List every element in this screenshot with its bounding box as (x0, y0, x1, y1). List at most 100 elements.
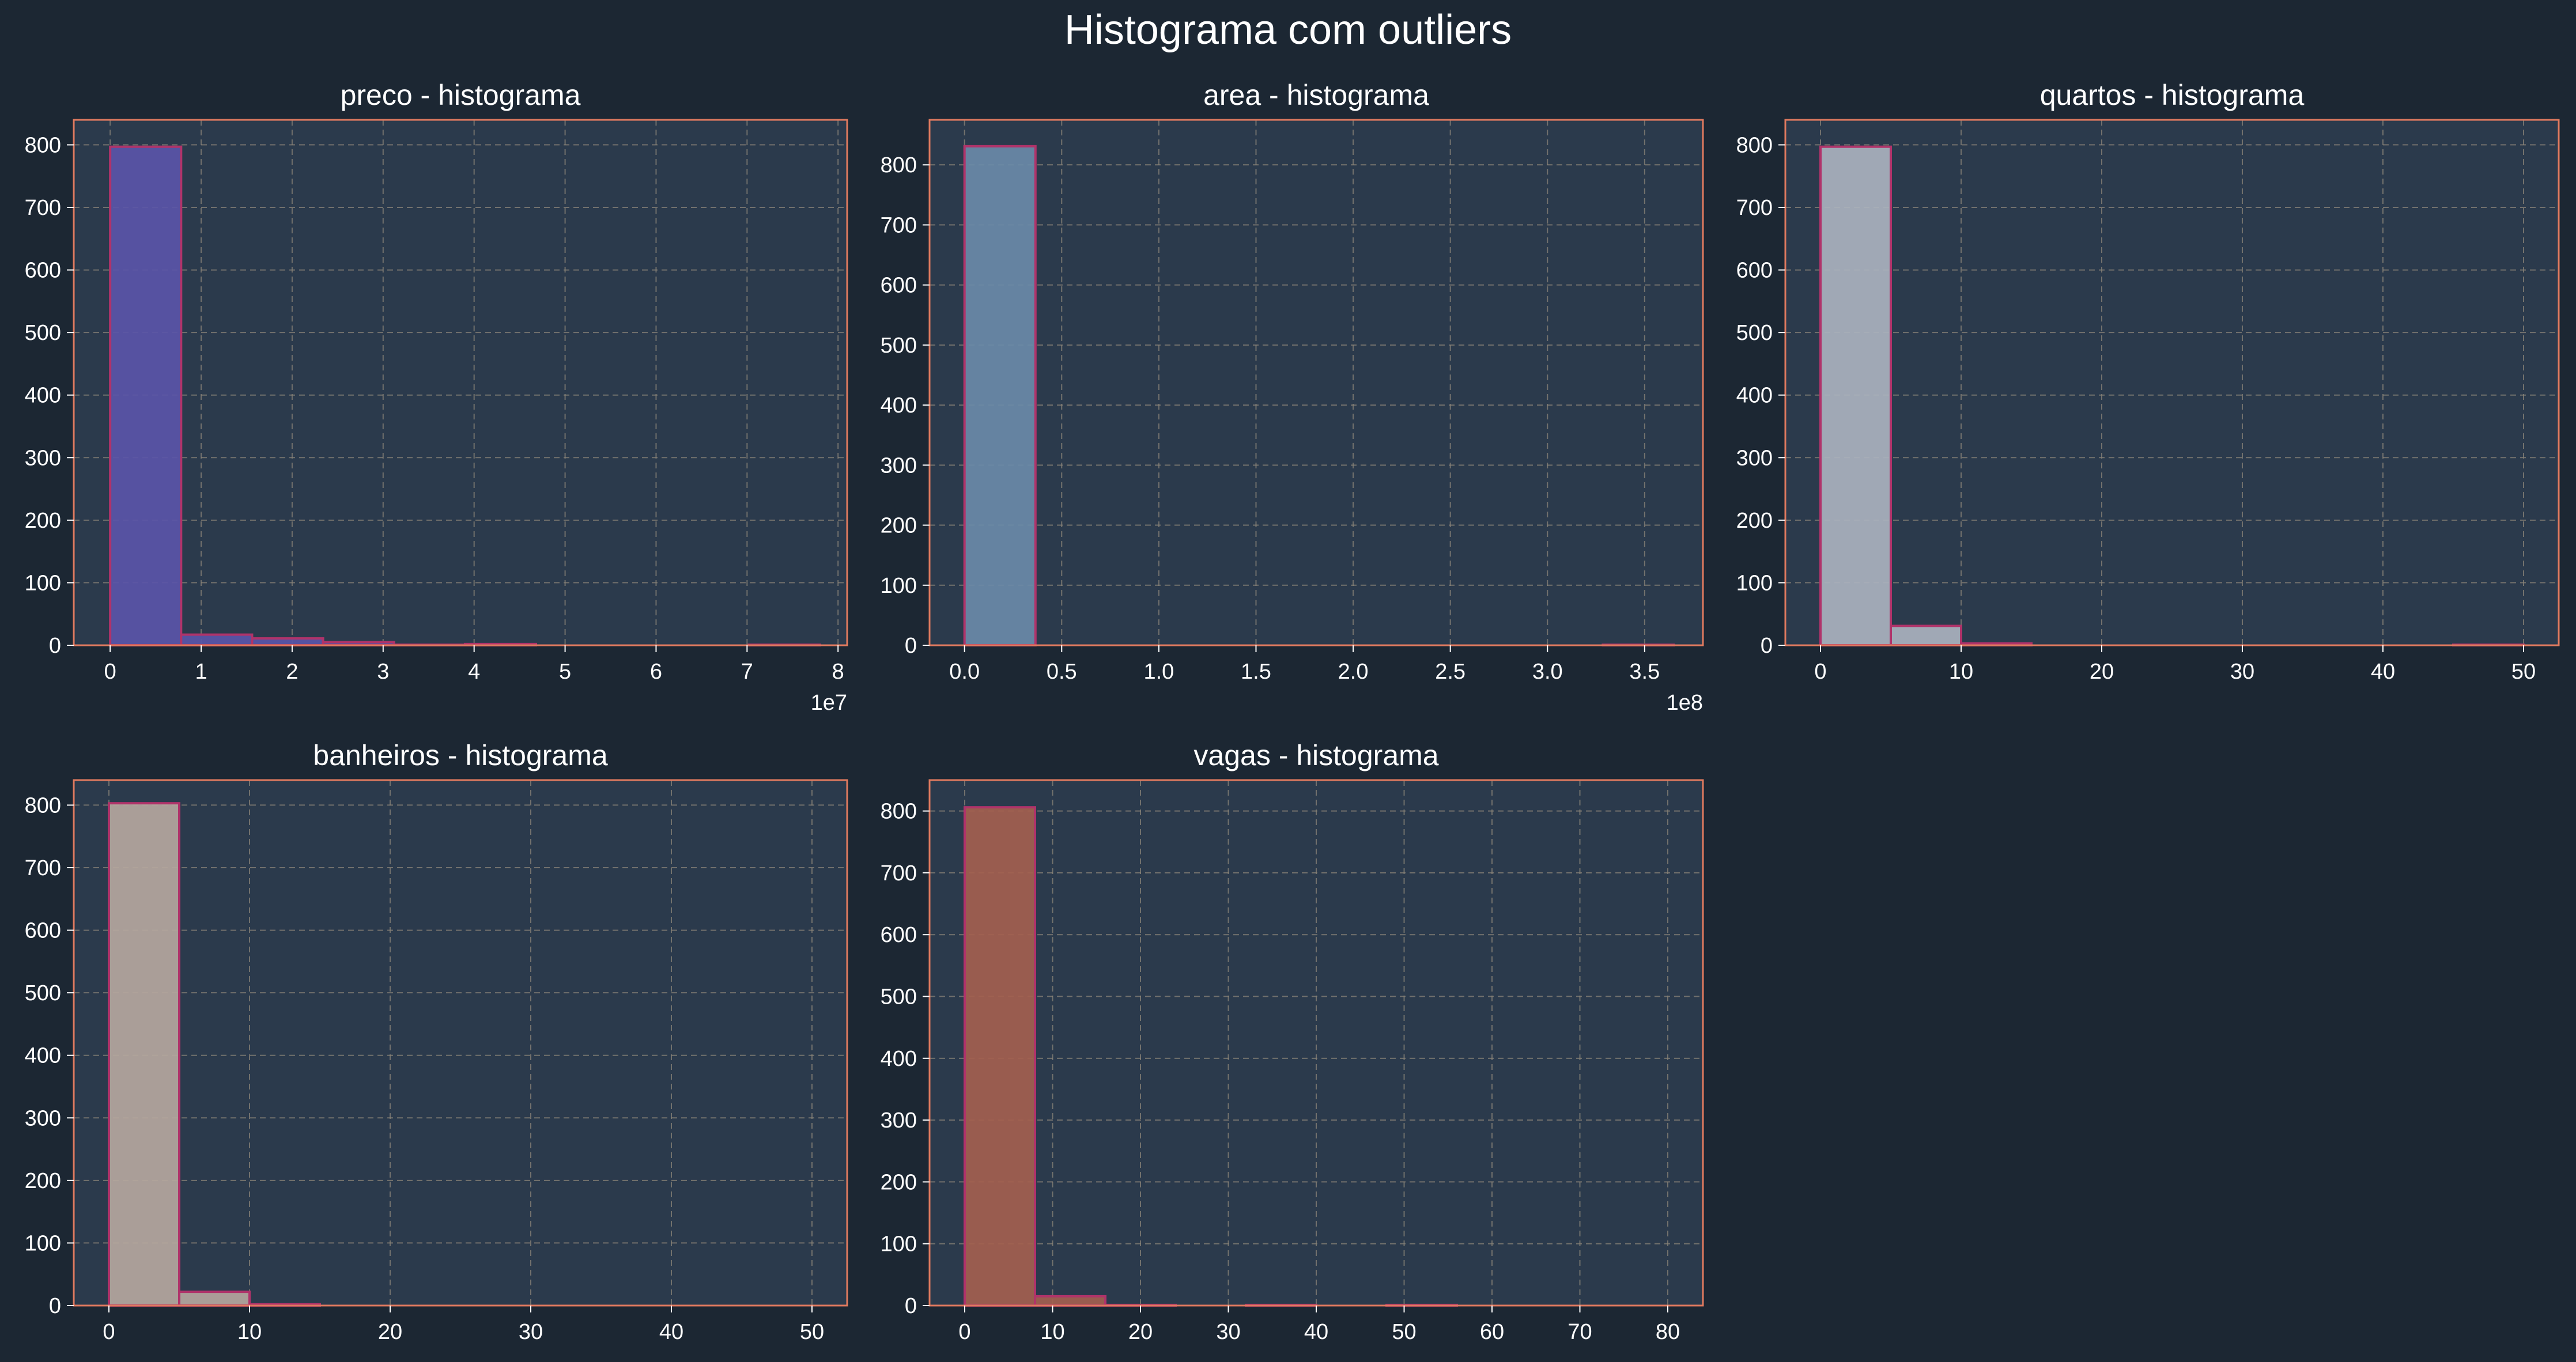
axes-background (930, 120, 1703, 645)
x-tick-label: 2 (286, 660, 298, 684)
y-tick-label: 0 (1761, 634, 1773, 658)
y-tick-label: 200 (881, 1170, 917, 1194)
y-tick-label: 600 (25, 259, 61, 283)
x-tick-label: 40 (659, 1320, 683, 1344)
x-tick-label: 7 (741, 660, 753, 684)
histogram-bar (1890, 625, 1962, 647)
y-tick-label: 0 (905, 634, 917, 658)
x-tick-label: 3.0 (1532, 660, 1563, 684)
histogram-panel: 0 10 20 30 40 50 60 70 8001002003004005006007008… (881, 739, 1704, 1344)
histogram-bar (1819, 145, 1892, 646)
histogram-bar (108, 802, 180, 1307)
x-tick-label: 10 (1949, 660, 1973, 684)
y-tick-label: 800 (881, 800, 917, 824)
subplot-title: quartos - histograma (2040, 79, 2305, 111)
x-tick-label: 3 (377, 660, 389, 684)
x-tick-label: 50 (1392, 1320, 1416, 1344)
x-tick-label: 1.0 (1143, 660, 1174, 684)
x-tick-label: 30 (1216, 1320, 1240, 1344)
x-tick-label: 0 (104, 660, 116, 684)
y-tick-label: 100 (881, 574, 917, 598)
subplot-title: banheiros - histograma (313, 739, 608, 771)
subplot-title: area - histograma (1203, 79, 1429, 111)
figure-title: Histograma com outliers (1064, 7, 1512, 53)
y-tick-label: 500 (881, 985, 917, 1009)
x-tick-label: 6 (650, 660, 662, 684)
axes-background (74, 780, 847, 1306)
histogram-panel: 0 10 20 30 40 500100200300400500600700800quar… (1736, 79, 2560, 684)
subplot-title: preco - histograma (341, 79, 581, 111)
y-tick-label: 500 (25, 981, 61, 1005)
y-tick-label: 300 (25, 446, 61, 470)
y-tick-label: 200 (25, 1169, 61, 1193)
x-tick-label: 1 (195, 660, 207, 684)
x-tick-label: 40 (2371, 660, 2395, 684)
axes-frame (1784, 119, 2560, 646)
y-tick-label: 600 (881, 274, 917, 298)
x-tick-label: 3.5 (1629, 660, 1660, 684)
histogram-bar (964, 806, 1036, 1307)
y-tick-label: 100 (881, 1232, 917, 1257)
y-tick-label: 600 (881, 923, 917, 947)
y-tick-label: 700 (881, 861, 917, 886)
y-tick-label: 200 (1736, 509, 1773, 533)
x-tick-label: 30 (519, 1320, 543, 1344)
histogram-bar (1034, 1295, 1106, 1307)
x-tick-label: 50 (2511, 660, 2536, 684)
x-tick-label: 20 (1128, 1320, 1153, 1344)
y-tick-label: 800 (25, 793, 61, 818)
x-tick-label: 2.5 (1435, 660, 1465, 684)
axes-background (930, 780, 1703, 1306)
x-tick-label: 0.0 (949, 660, 980, 684)
x-tick-label: 20 (378, 1320, 402, 1344)
x-tick-label: 80 (1656, 1320, 1680, 1344)
y-tick-label: 300 (1736, 446, 1773, 470)
axes-frame (73, 119, 848, 646)
y-tick-label: 100 (25, 1231, 61, 1255)
y-tick-label: 600 (25, 919, 61, 943)
x-tick-label: 0 (1814, 660, 1826, 684)
x-tick-label: 2.0 (1338, 660, 1369, 684)
histogram-bar (109, 145, 183, 646)
x-tick-label: 5 (559, 660, 571, 684)
histogram-panel: 0.0 0.5 1.0 1.5 2.0 2.5 3.0 3.5 0 100 200 300 400 500… (881, 79, 1704, 715)
y-tick-label: 500 (1736, 321, 1773, 345)
x-tick-label: 0.5 (1047, 660, 1077, 684)
x-tick-label: 10 (237, 1320, 262, 1344)
axes-frame (928, 119, 1704, 646)
x-tick-label: 50 (800, 1320, 824, 1344)
histogram-bar (180, 633, 254, 646)
subplot-title: vagas - histograma (1193, 739, 1438, 771)
y-tick-label: 300 (881, 1108, 917, 1133)
axes-background (1785, 120, 2559, 645)
y-tick-label: 0 (49, 1294, 61, 1318)
y-tick-label: 700 (1736, 196, 1773, 220)
x-tick-label: 4 (468, 660, 480, 684)
y-tick-label: 200 (25, 509, 61, 533)
y-tick-label: 400 (1736, 384, 1773, 408)
y-tick-label: 400 (25, 384, 61, 408)
histogram-bar (178, 1291, 251, 1307)
y-tick-label: 100 (1736, 571, 1773, 595)
x-tick-label: 70 (1567, 1320, 1592, 1344)
y-tick-label: 800 (1736, 133, 1773, 157)
axes-frame (73, 779, 848, 1307)
x-tick-label: 20 (2090, 660, 2114, 684)
y-tick-label: 0 (905, 1294, 917, 1318)
x-tick-label: 1.5 (1241, 660, 1271, 684)
x-tick-label: 30 (2230, 660, 2254, 684)
x-tick-label: 0 (958, 1320, 970, 1344)
x-tick-label: 40 (1304, 1320, 1328, 1344)
y-tick-label: 800 (25, 133, 61, 157)
x-tick-label: 60 (1480, 1320, 1504, 1344)
y-tick-label: 700 (881, 213, 917, 237)
y-tick-label: 400 (881, 394, 917, 418)
y-tick-label: 800 (881, 153, 917, 177)
x-tick-label: 8 (832, 660, 844, 684)
x-tick-label: 10 (1040, 1320, 1064, 1344)
y-tick-label: 700 (25, 196, 61, 220)
y-tick-label: 600 (1736, 259, 1773, 283)
y-tick-label: 400 (25, 1044, 61, 1068)
histogram-panel: 0 10 20 30 40 500100200300400500600700800banh… (25, 739, 848, 1344)
